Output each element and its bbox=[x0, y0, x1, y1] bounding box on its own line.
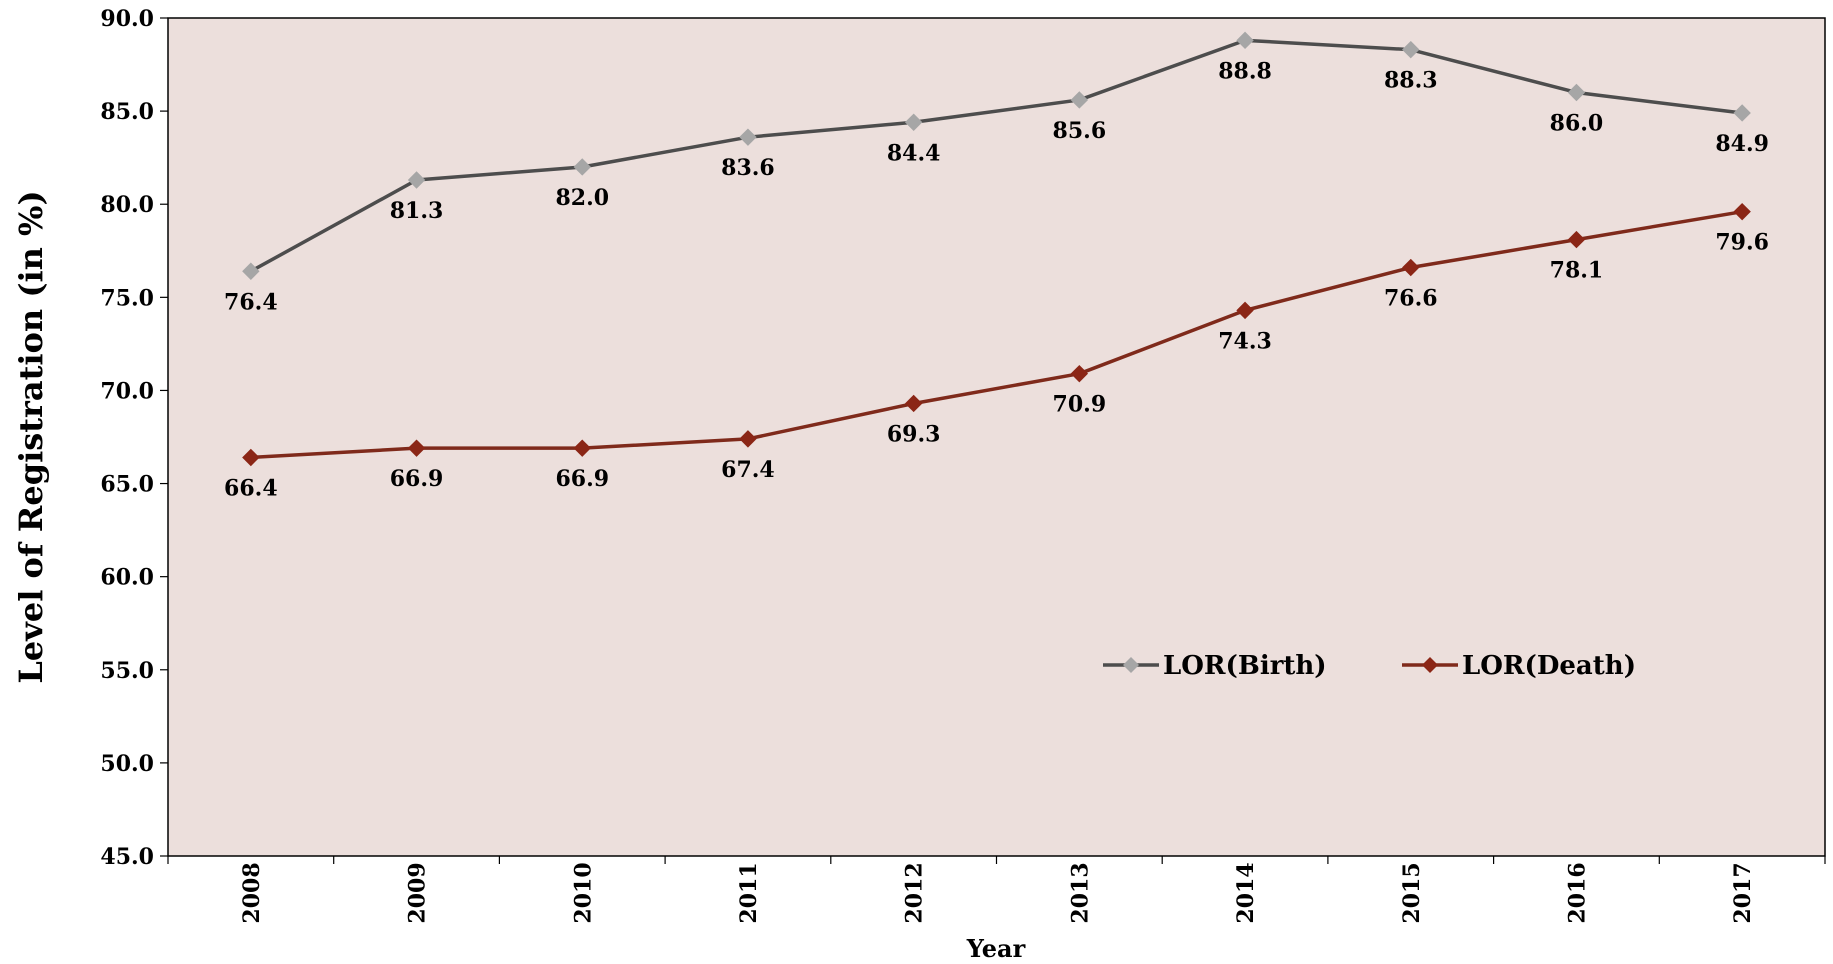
x-tick-label: 2015 bbox=[1399, 862, 1425, 923]
y-tick-label: 45.0 bbox=[100, 844, 154, 870]
x-tick-label: 2008 bbox=[239, 862, 265, 923]
series-line-2 bbox=[250, 209, 1743, 460]
y-tick-label: 65.0 bbox=[100, 472, 154, 498]
data-point bbox=[573, 439, 591, 457]
data-point bbox=[1070, 91, 1089, 109]
data-label: 67.4 bbox=[721, 457, 775, 483]
y-tick-label: 85.0 bbox=[100, 99, 154, 125]
data-label: 84.4 bbox=[887, 140, 941, 166]
x-tick-label: 2012 bbox=[902, 862, 928, 923]
data-label: 83.6 bbox=[721, 155, 775, 181]
data-label: 66.9 bbox=[390, 466, 444, 492]
data-label: 70.9 bbox=[1053, 392, 1107, 418]
data-point bbox=[1567, 83, 1586, 102]
y-tick-label: 60.0 bbox=[100, 565, 154, 591]
data-point bbox=[1567, 230, 1586, 249]
data-point bbox=[904, 394, 923, 413]
legend-marker bbox=[1123, 657, 1139, 673]
data-label: 66.4 bbox=[224, 475, 278, 501]
series-layer bbox=[242, 31, 1751, 467]
data-label: 76.6 bbox=[1384, 286, 1438, 312]
y-tick-label: 50.0 bbox=[100, 751, 154, 777]
data-label: 88.8 bbox=[1218, 58, 1272, 84]
data-point bbox=[1402, 258, 1420, 277]
data-point bbox=[242, 448, 260, 467]
data-point bbox=[1733, 202, 1751, 221]
data-point bbox=[1236, 31, 1254, 50]
data-point bbox=[242, 262, 260, 280]
x-axis-title: Year bbox=[966, 934, 1026, 963]
data-label: 88.3 bbox=[1384, 68, 1438, 94]
y-axis: 45.0 50.0 55.0 60.0 65.0 70.0 75.0 80.0 85.0 90.0 bbox=[100, 6, 168, 870]
data-point bbox=[1070, 364, 1089, 383]
data-label: 81.3 bbox=[390, 198, 444, 224]
data-point bbox=[573, 158, 591, 176]
data-label: 85.6 bbox=[1053, 118, 1107, 144]
y-tick-label: 80.0 bbox=[100, 192, 154, 218]
data-point bbox=[1733, 104, 1751, 122]
data-label: 74.3 bbox=[1218, 328, 1272, 354]
data-label: 82.0 bbox=[555, 185, 609, 211]
data-label: 79.6 bbox=[1715, 230, 1769, 256]
plot-area bbox=[167, 17, 1826, 857]
legend-label: LOR(Death) bbox=[1462, 651, 1636, 681]
y-tick-label: 55.0 bbox=[100, 658, 154, 684]
legend: LOR(Birth) LOR(Death) bbox=[1103, 651, 1636, 681]
legend-marker bbox=[1422, 657, 1438, 673]
data-label: 86.0 bbox=[1550, 110, 1604, 136]
data-label: 69.3 bbox=[887, 421, 941, 447]
series-line-1 bbox=[250, 38, 1743, 273]
data-point bbox=[1236, 301, 1254, 320]
x-tick-label: 2013 bbox=[1067, 862, 1093, 923]
x-axis: 2008 2009 2010 2011 2012 2013 2014 2015 2016 2017 bbox=[167, 856, 1826, 924]
x-tick-label: 2017 bbox=[1730, 862, 1756, 923]
y-tick-label: 75.0 bbox=[100, 285, 154, 311]
data-label: 76.4 bbox=[224, 289, 278, 315]
data-point bbox=[739, 430, 757, 448]
x-tick-label: 2010 bbox=[570, 862, 596, 923]
data-label: 84.9 bbox=[1715, 131, 1769, 157]
y-axis-title: Level of Registration (in %) bbox=[12, 190, 50, 683]
y-tick-label: 90.0 bbox=[100, 6, 154, 32]
x-tick-label: 2009 bbox=[405, 862, 431, 923]
data-point bbox=[407, 439, 426, 457]
legend-label: LOR(Birth) bbox=[1163, 651, 1327, 681]
x-tick-label: 2016 bbox=[1564, 862, 1590, 923]
data-label: 78.1 bbox=[1550, 258, 1604, 284]
data-labels: 76.4 81.3 82.0 83.6 84.4 85.6 88.8 88.3 86.0 84.9… bbox=[224, 58, 1769, 501]
data-point bbox=[904, 113, 923, 131]
data-label: 66.9 bbox=[555, 466, 609, 492]
data-point bbox=[739, 128, 757, 146]
y-tick-label: 70.0 bbox=[100, 378, 154, 404]
x-tick-label: 2011 bbox=[736, 862, 762, 923]
x-tick-label: 2014 bbox=[1233, 862, 1259, 923]
data-point bbox=[1402, 40, 1420, 59]
data-point bbox=[407, 171, 426, 189]
